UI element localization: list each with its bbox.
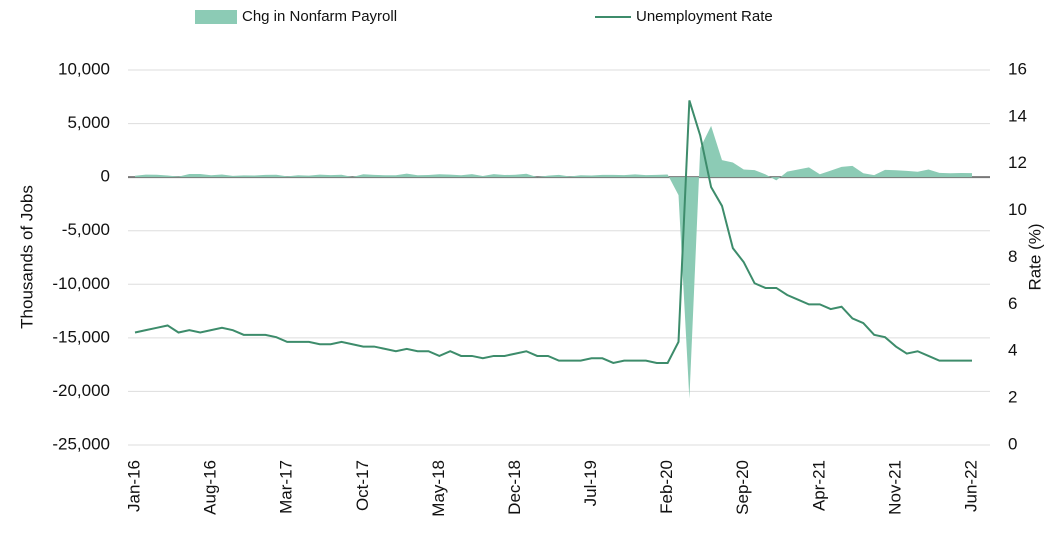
- x-tick-label: Sep-20: [733, 460, 752, 515]
- x-tick-label: Apr-21: [809, 460, 828, 511]
- y-tick-label: -15,000: [52, 327, 110, 346]
- line: [134, 100, 972, 365]
- y2-tick-label: 2: [1008, 388, 1017, 407]
- y2-tick-label: 8: [1008, 247, 1017, 266]
- y2-tick-label: 16: [1008, 59, 1027, 78]
- y-tick-label: -10,000: [52, 274, 110, 293]
- y-tick-label: 0: [101, 167, 110, 186]
- legend-label: Unemployment Rate: [636, 8, 773, 25]
- y2-tick-label: 4: [1008, 341, 1017, 360]
- x-tick-label: Jan-16: [124, 460, 143, 512]
- x-tick-label: May-18: [429, 460, 448, 517]
- y-tick-label: 10,000: [58, 59, 110, 78]
- y-axis-title: Thousands of Jobs: [17, 185, 36, 329]
- y2-tick-label: 14: [1008, 106, 1027, 125]
- x-tick-label: Dec-18: [505, 460, 524, 515]
- y-tick-label: -25,000: [52, 434, 110, 453]
- y2-tick-label: 10: [1008, 200, 1027, 219]
- y2-tick-label: 12: [1008, 153, 1027, 172]
- x-tick-label: Jul-19: [581, 460, 600, 506]
- legend-label: Chg in Nonfarm Payroll: [242, 8, 397, 25]
- y2-tick-label: 0: [1008, 434, 1017, 453]
- y-tick-label: 5,000: [67, 113, 110, 132]
- y-tick-label: -5,000: [62, 220, 110, 239]
- y2-tick-label: 6: [1008, 294, 1017, 313]
- y-tick-label: -20,000: [52, 381, 110, 400]
- legend-swatch: [195, 10, 237, 24]
- x-tick-label: Nov-21: [885, 460, 904, 515]
- x-tick-label: Oct-17: [353, 460, 372, 511]
- x-tick-label: Feb-20: [657, 460, 676, 514]
- x-tick-label: Aug-16: [201, 460, 220, 515]
- y2-axis-title: Rate (%): [1025, 223, 1044, 290]
- x-tick-label: Jun-22: [961, 460, 980, 512]
- x-tick-label: Mar-17: [277, 460, 296, 514]
